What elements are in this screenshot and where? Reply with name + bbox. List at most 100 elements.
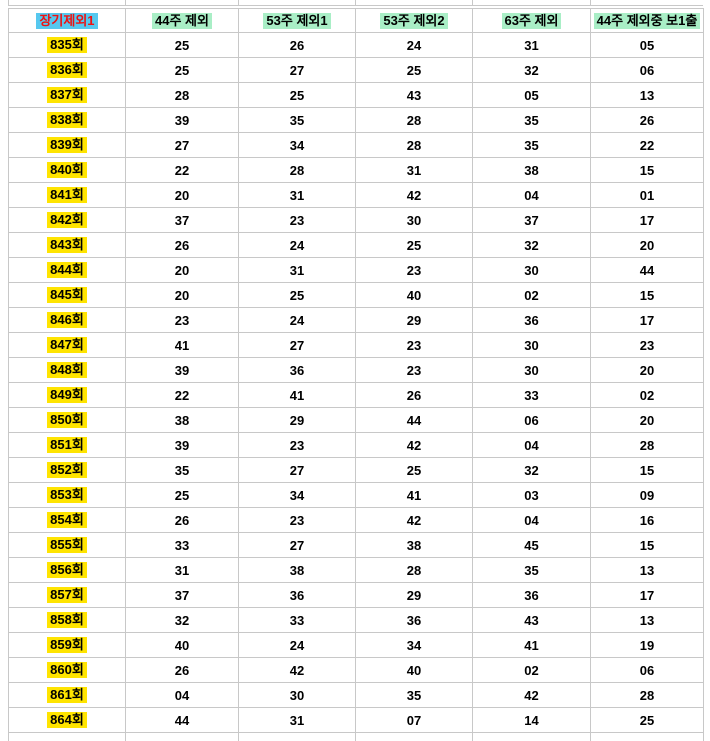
round-label: 844회: [47, 262, 87, 278]
value-cell: 13: [590, 607, 704, 633]
value-cell: 04: [472, 432, 591, 458]
empty-cell: [8, 732, 126, 741]
table-row: 852회 35 27 25 32 15: [8, 457, 704, 483]
table-row: 850회 38 29 44 06 20: [8, 407, 704, 433]
value-cell: 28: [590, 682, 704, 708]
value-cell: 43: [355, 82, 473, 108]
value-cell: 25: [355, 232, 473, 258]
value-cell: 30: [355, 207, 473, 233]
value-cell: 29: [238, 407, 356, 433]
value-cell: 33: [238, 607, 356, 633]
value-cell: 04: [472, 507, 591, 533]
round-label: 864회: [47, 712, 87, 728]
value-cell: 13: [590, 557, 704, 583]
table-row: 858회 32 33 36 43 13: [8, 607, 704, 633]
header-label-44week-exclusion: 44주 제외: [152, 12, 212, 29]
round-label-cell: 842회: [8, 207, 126, 233]
header-label-53week-exclusion-1: 53주 제외1: [263, 12, 331, 29]
value-cell: 26: [238, 32, 356, 58]
value-cell: 24: [238, 232, 356, 258]
value-cell: 17: [590, 307, 704, 333]
value-cell: 33: [125, 532, 239, 558]
value-cell: 27: [238, 457, 356, 483]
value-cell: 36: [355, 607, 473, 633]
value-cell: 36: [238, 357, 356, 383]
empty-cell: [590, 732, 704, 741]
value-cell: 06: [472, 407, 591, 433]
round-label: 845회: [47, 287, 87, 303]
table-row: 859회 40 24 34 41 19: [8, 632, 704, 658]
header-label-63week-exclusion: 63주 제외: [501, 12, 562, 29]
value-cell: 43: [472, 607, 591, 633]
value-cell: 38: [125, 407, 239, 433]
round-label: 853회: [47, 487, 87, 503]
table-row: 846회 23 24 29 36 17: [8, 307, 704, 333]
value-cell: 40: [355, 282, 473, 308]
value-cell: 34: [355, 632, 473, 658]
value-cell: 42: [238, 657, 356, 683]
value-cell: 35: [472, 132, 591, 158]
table-row: 845회 20 25 40 02 15: [8, 282, 704, 308]
round-label-cell: 841회: [8, 182, 126, 208]
header-label-44week-bonus: 44주 제외중 보1출: [593, 12, 701, 29]
value-cell: 29: [355, 307, 473, 333]
value-cell: 24: [238, 632, 356, 658]
value-cell: 15: [590, 457, 704, 483]
table-row: 861회 04 30 35 42 28: [8, 682, 704, 708]
table-wrap: 장기제외1 44주 제외 53주 제외1 53주 제외2 63주 제외: [8, 0, 704, 741]
round-label-cell: 850회: [8, 407, 126, 433]
value-cell: 42: [472, 682, 591, 708]
value-cell: 27: [238, 532, 356, 558]
value-cell: 17: [590, 207, 704, 233]
value-cell: 23: [590, 332, 704, 358]
round-label: 846회: [47, 312, 87, 328]
value-cell: 19: [590, 632, 704, 658]
value-cell: 25: [590, 707, 704, 733]
round-label: 857회: [47, 587, 87, 603]
round-label: 860회: [47, 662, 87, 678]
header-cell-44week-exclusion: 44주 제외: [125, 8, 239, 33]
table-row: 847회 41 27 23 30 23: [8, 332, 704, 358]
value-cell: 23: [238, 432, 356, 458]
table-row: 853회 25 34 41 03 09: [8, 482, 704, 508]
round-label: 839회: [47, 137, 87, 153]
value-cell: 38: [472, 157, 591, 183]
value-cell: 28: [355, 107, 473, 133]
value-cell: 31: [238, 182, 356, 208]
value-cell: 06: [590, 57, 704, 83]
value-cell: 30: [472, 257, 591, 283]
table-row: 851회 39 23 42 04 28: [8, 432, 704, 458]
value-cell: 22: [590, 132, 704, 158]
value-cell: 34: [238, 132, 356, 158]
value-cell: 20: [125, 182, 239, 208]
value-cell: 30: [472, 332, 591, 358]
round-label-cell: 858회: [8, 607, 126, 633]
value-cell: 05: [590, 32, 704, 58]
value-cell: 32: [472, 232, 591, 258]
round-label-cell: 840회: [8, 157, 126, 183]
value-cell: 35: [238, 107, 356, 133]
value-cell: 30: [238, 682, 356, 708]
value-cell: 15: [590, 532, 704, 558]
value-cell: 23: [355, 332, 473, 358]
round-label: 842회: [47, 212, 87, 228]
value-cell: 38: [238, 557, 356, 583]
table-row: 848회 39 36 23 30 20: [8, 357, 704, 383]
value-cell: 36: [238, 582, 356, 608]
table-row: 844회 20 31 23 30 44: [8, 257, 704, 283]
value-cell: 23: [355, 357, 473, 383]
value-cell: 27: [238, 332, 356, 358]
round-label-cell: 836회: [8, 57, 126, 83]
round-label-cell: 846회: [8, 307, 126, 333]
round-label: 840회: [47, 162, 87, 178]
value-cell: 38: [355, 532, 473, 558]
value-cell: 01: [590, 182, 704, 208]
value-cell: 42: [355, 432, 473, 458]
round-label-cell: 854회: [8, 507, 126, 533]
header-cell-63week-exclusion: 63주 제외: [472, 8, 591, 33]
value-cell: 34: [238, 482, 356, 508]
value-cell: 44: [355, 407, 473, 433]
sliver-table-top: [8, 0, 703, 6]
table-body: 835회 25 26 24 31 05 836회 25 27 25 32 06 837회 28 25 43 05…: [8, 32, 704, 741]
value-cell: 03: [472, 482, 591, 508]
